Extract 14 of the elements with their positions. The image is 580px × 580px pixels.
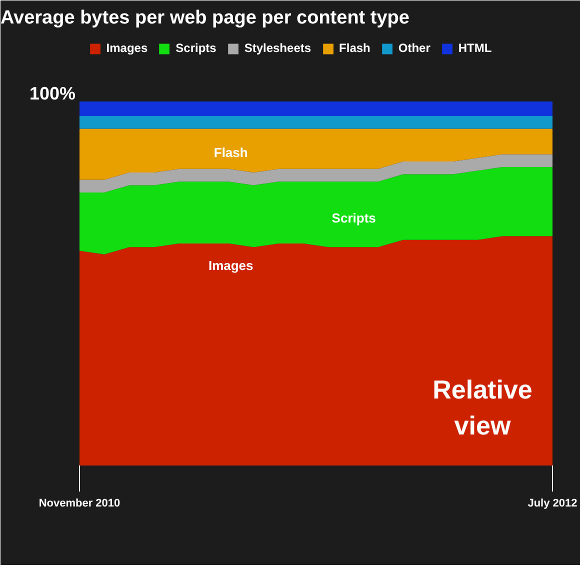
annotation: Images (208, 258, 254, 273)
legend-label: HTML (458, 41, 492, 55)
x-tick-label: November 2010 (38, 498, 120, 510)
legend-label: Other (398, 41, 430, 55)
annotation: Scripts (332, 210, 376, 226)
text: 100% (29, 84, 76, 104)
x-tick-label: July 2012 (528, 498, 578, 510)
chart-title: Average bytes per web page per content type (0, 8, 410, 28)
legend-label: Stylesheets (244, 41, 312, 55)
legend-label: Scripts (176, 41, 216, 55)
annotation: Relative view (432, 374, 532, 440)
annotation: Flash (214, 144, 248, 160)
legend-label: Flash (339, 41, 370, 55)
legend-label: Images (106, 41, 148, 55)
